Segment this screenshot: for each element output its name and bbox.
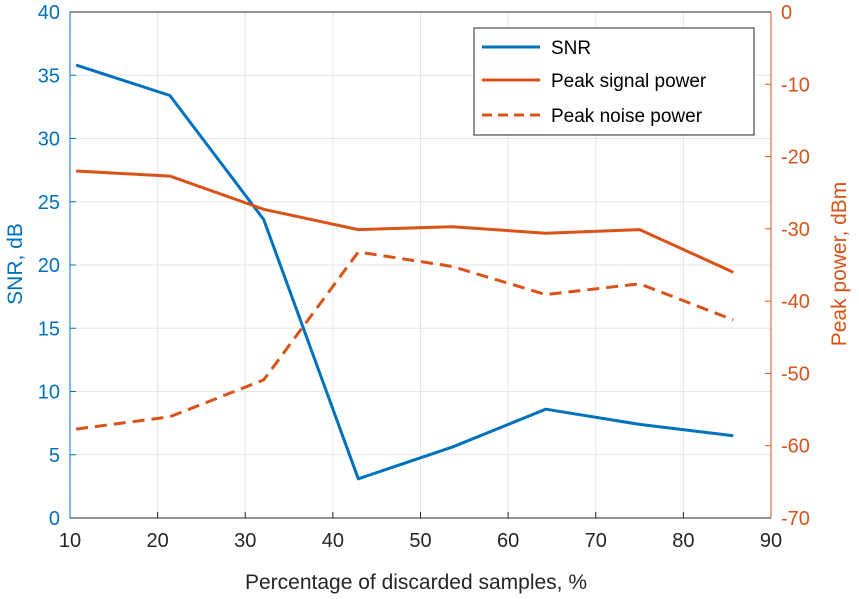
x-axis-label: Percentage of discarded samples, % bbox=[245, 571, 587, 594]
legend-entry-peak-signal-power: Peak signal power bbox=[551, 71, 707, 92]
left-tick-label: 5 bbox=[49, 445, 60, 467]
legend-entry-peak-noise-power: Peak noise power bbox=[551, 106, 703, 127]
series-lines bbox=[75, 63, 734, 481]
x-tick-label: 60 bbox=[497, 530, 519, 552]
right-tick-label: -20 bbox=[781, 147, 810, 169]
right-tick-label: -40 bbox=[781, 291, 810, 313]
right-tick-label: -30 bbox=[781, 219, 810, 241]
left-tick-label: 35 bbox=[38, 65, 60, 87]
y-axis-label-right: Peak power, dBm bbox=[828, 182, 851, 347]
right-tick-label: 0 bbox=[781, 2, 792, 24]
series-line-peak-noise-power bbox=[75, 250, 734, 431]
x-tick-label: 50 bbox=[409, 530, 431, 552]
axes bbox=[69, 11, 772, 519]
right-tick-label: -70 bbox=[781, 508, 810, 530]
right-tick-label: -10 bbox=[781, 74, 810, 96]
x-tick-label: 40 bbox=[322, 530, 344, 552]
series-line-peak-signal-power bbox=[76, 169, 734, 274]
x-tick-label: 30 bbox=[234, 530, 256, 552]
x-tick-label: 20 bbox=[147, 530, 169, 552]
x-tick-label: 10 bbox=[59, 530, 81, 552]
legend: SNR Peak signal power Peak noise power bbox=[473, 27, 755, 136]
tick-labels: 10 20 30 40 50 60 70 80 90 0 5 10 15 20 25 30 35 40 -70 -60… bbox=[38, 2, 810, 552]
left-tick-label: 15 bbox=[38, 318, 60, 340]
x-tick-label: 80 bbox=[672, 530, 694, 552]
left-tick-label: 20 bbox=[38, 255, 60, 277]
series-line-snr bbox=[75, 63, 734, 481]
left-tick-label: 25 bbox=[38, 192, 60, 214]
left-tick-label: 40 bbox=[38, 2, 60, 24]
left-tick-label: 10 bbox=[38, 382, 60, 404]
left-tick-label: 0 bbox=[49, 508, 60, 530]
legend-entry-snr: SNR bbox=[551, 38, 591, 59]
x-tick-label: 70 bbox=[585, 530, 607, 552]
right-tick-label: -60 bbox=[781, 436, 810, 458]
y-axis-label-left: SNR, dB bbox=[4, 223, 27, 305]
right-tick-label: -50 bbox=[781, 363, 810, 385]
left-tick-label: 30 bbox=[38, 129, 60, 151]
x-tick-label: 90 bbox=[760, 530, 782, 552]
